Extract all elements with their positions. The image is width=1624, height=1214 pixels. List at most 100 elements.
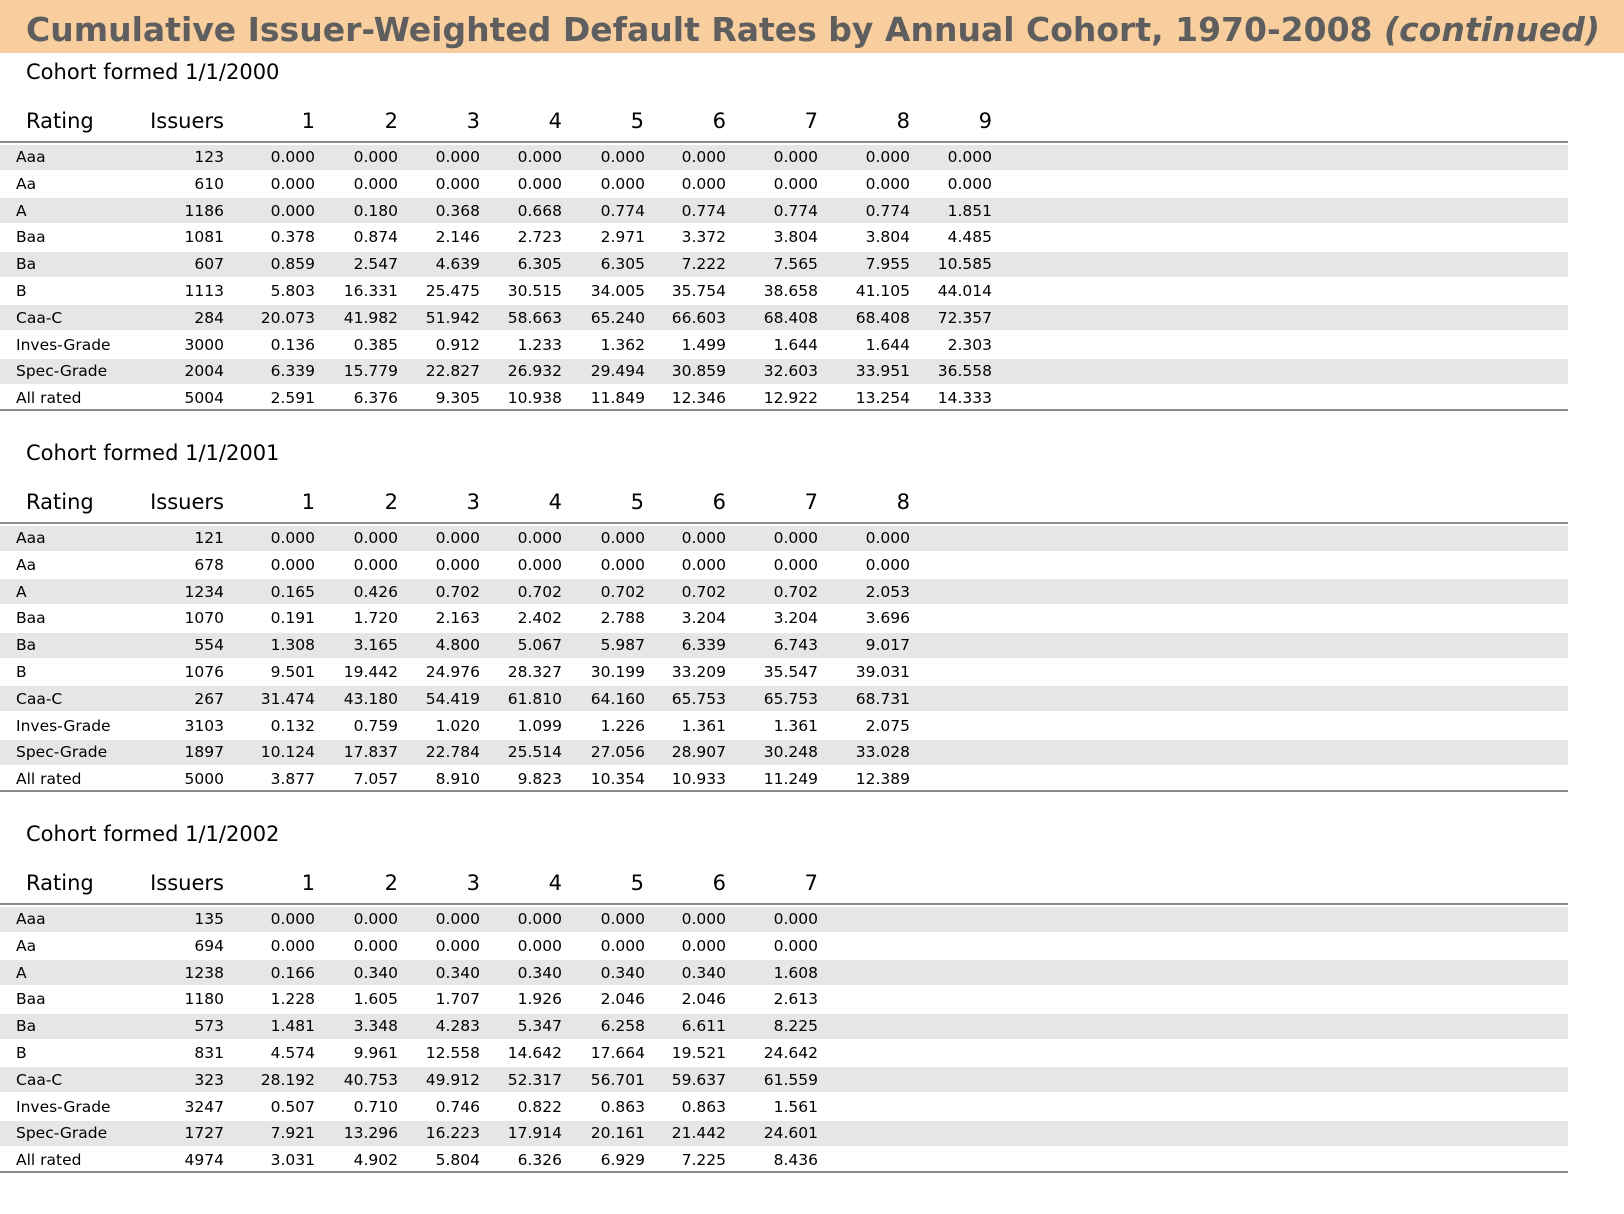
cell: 0.000 (600, 936, 645, 955)
cell: 1.361 (681, 716, 726, 735)
cell: 1.561 (773, 1097, 818, 1116)
cell: 0.822 (517, 1097, 562, 1116)
cell: 1180 (184, 990, 224, 1009)
column-header: 9 (978, 109, 992, 133)
cell: 0.426 (353, 582, 398, 601)
cell: 20.073 (260, 308, 315, 327)
cell: 3.031 (270, 1151, 315, 1170)
cell: 19.521 (671, 1044, 726, 1062)
cell: 0.000 (353, 148, 398, 166)
cell: 323 (194, 1070, 224, 1089)
row-label: All rated (16, 389, 82, 408)
title-continued: (continued) (1384, 10, 1600, 49)
cell: 0.000 (353, 910, 398, 928)
cell: 44.014 (937, 282, 992, 300)
cell: 22.827 (425, 362, 480, 381)
cell: 1.644 (865, 335, 910, 354)
cell: 5.067 (517, 636, 562, 655)
cell: 7.057 (353, 770, 398, 789)
cell: 2.591 (270, 389, 315, 408)
cell: 7.921 (270, 1124, 315, 1143)
cell: 2.046 (681, 990, 726, 1009)
cell: 1.608 (773, 963, 818, 982)
cell: 0.132 (270, 716, 315, 735)
cell: 10.124 (260, 743, 315, 762)
cell: 607 (194, 255, 224, 274)
cell: 6.339 (270, 362, 315, 381)
cell: 0.378 (270, 228, 315, 247)
cell: 0.000 (865, 555, 910, 574)
cell: 4.283 (435, 1017, 480, 1036)
column-header: 3 (466, 490, 480, 514)
column-header: Issuers (150, 490, 224, 514)
cell: 0.874 (353, 228, 398, 247)
cell: 68.408 (763, 308, 818, 327)
cell: 35.754 (671, 282, 726, 300)
bottom-rule (0, 409, 1568, 412)
cell: 0.368 (435, 201, 480, 220)
column-header: 2 (384, 490, 398, 514)
cell: 24.601 (763, 1124, 818, 1143)
column-header: 5 (630, 871, 644, 895)
cell: 0.702 (435, 582, 480, 601)
cell: 27.056 (590, 743, 645, 762)
cell: 0.000 (681, 936, 726, 955)
row-label: All rated (16, 1151, 82, 1170)
cell: 35.547 (763, 663, 818, 681)
cell: 24.976 (425, 663, 480, 681)
cell: 0.000 (865, 174, 910, 193)
cell: 13.254 (855, 389, 910, 408)
row-label: Inves-Grade (16, 335, 111, 354)
column-header: 4 (548, 871, 562, 895)
cell: 68.408 (855, 308, 910, 327)
cell: 0.000 (270, 201, 315, 220)
cell: 21.442 (671, 1124, 726, 1143)
cell: 20.161 (590, 1124, 645, 1143)
cell: 1081 (184, 228, 224, 247)
cell: 0.000 (270, 174, 315, 193)
cell: 0.000 (600, 910, 645, 928)
cell: 3.696 (865, 609, 910, 628)
cell: 12.558 (425, 1044, 480, 1062)
column-header: 5 (630, 490, 644, 514)
cell: 2.075 (865, 716, 910, 735)
cell: 573 (194, 1017, 224, 1036)
cell: 43.180 (343, 689, 398, 708)
title-bar: Cumulative Issuer-Weighted Default Rates… (0, 0, 1624, 53)
cell: 3.877 (270, 770, 315, 789)
cell: 0.710 (353, 1097, 398, 1116)
cell: 68.731 (855, 689, 910, 708)
cell: 24.642 (763, 1044, 818, 1062)
cell: 1.099 (517, 716, 562, 735)
cell: 16.223 (425, 1124, 480, 1143)
cell: 30.515 (507, 282, 562, 300)
row-shade (0, 144, 1568, 170)
title: Cumulative Issuer-Weighted Default Rates… (26, 10, 1600, 49)
cell: 9.017 (865, 636, 910, 655)
cell: 1238 (184, 963, 224, 982)
row-label: Aa (16, 555, 37, 574)
cell: 1727 (184, 1124, 224, 1143)
cell: 12.389 (855, 770, 910, 789)
cell: 72.357 (937, 308, 992, 327)
cell: 0.000 (270, 555, 315, 574)
cell: 6.611 (681, 1017, 726, 1036)
row-shade (0, 525, 1568, 551)
cell: 123 (194, 148, 224, 166)
cell: 0.385 (353, 335, 398, 354)
cell: 7.565 (773, 255, 818, 274)
cell: 0.702 (773, 582, 818, 601)
cohort-label: Cohort formed 1/1/2000 (26, 60, 280, 84)
column-header: 3 (466, 871, 480, 895)
cell: 2.723 (517, 228, 562, 247)
row-label: Caa-C (16, 689, 63, 708)
header-rule (0, 141, 1568, 143)
cell: 267 (194, 689, 224, 708)
cell: 15.779 (343, 362, 398, 381)
cell: 0.000 (865, 148, 910, 166)
bottom-rule (0, 1171, 1568, 1174)
cell: 0.000 (517, 174, 562, 193)
cell: 0.000 (865, 529, 910, 547)
cell: 30.859 (671, 362, 726, 381)
row-label: B (16, 282, 27, 300)
